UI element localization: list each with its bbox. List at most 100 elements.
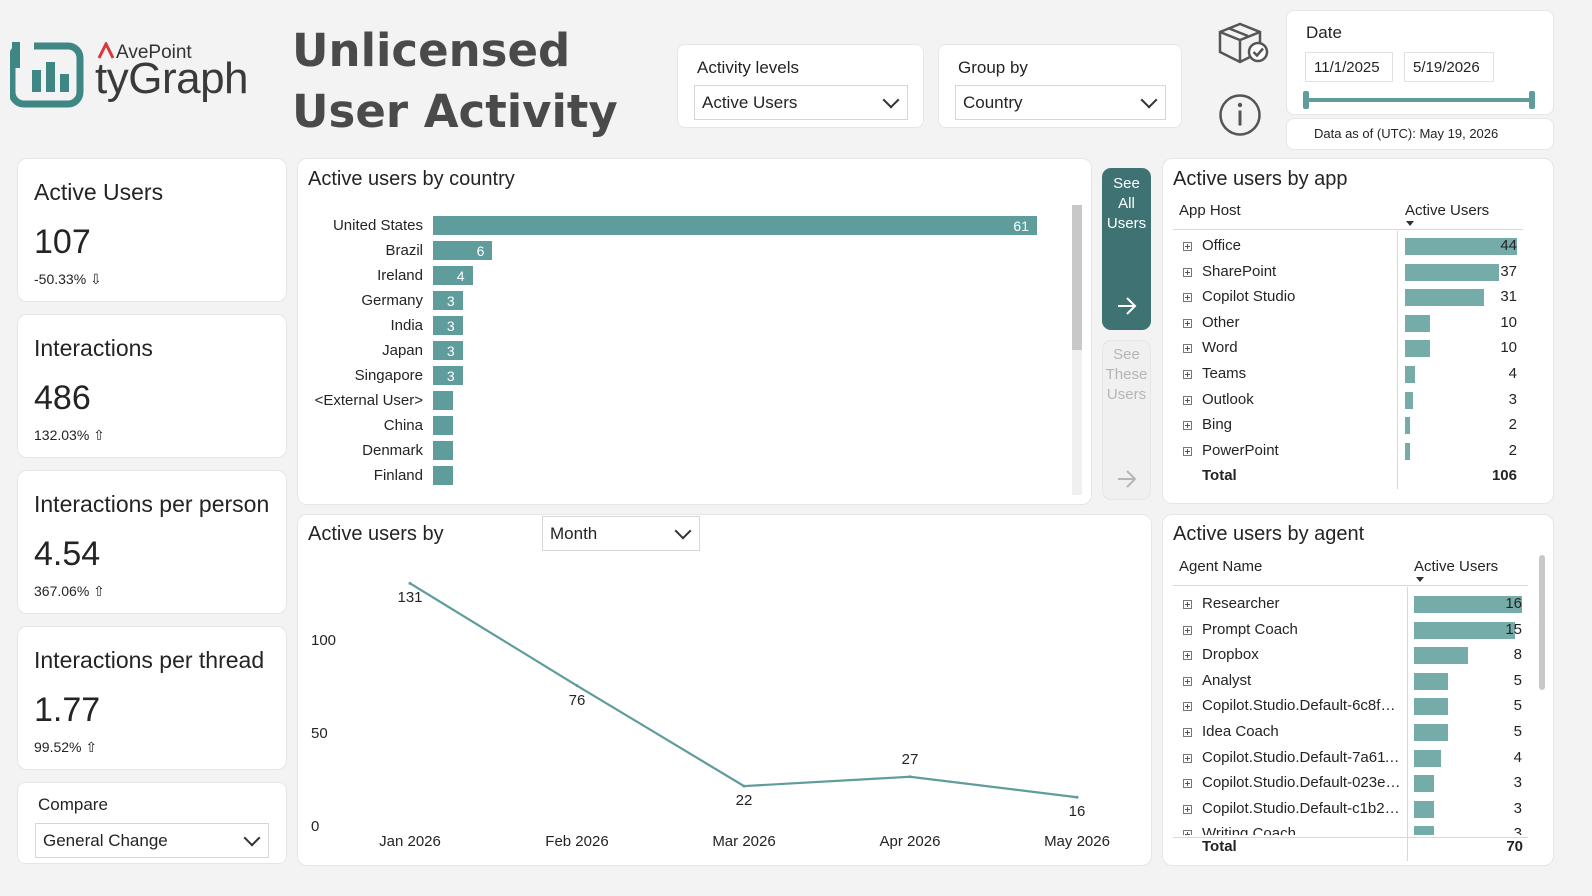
granularity-dropdown[interactable]: Month [542, 516, 700, 551]
agent-active-users-header[interactable]: Active Users [1414, 558, 1499, 575]
table-row-bar[interactable] [1414, 749, 1441, 767]
table-row-bar[interactable] [1405, 314, 1431, 332]
table-row-bar[interactable] [1405, 442, 1411, 460]
date-range-track [1305, 98, 1533, 102]
table-row-bar[interactable] [1414, 647, 1468, 665]
y-tick-label: 0 [311, 818, 320, 835]
bar-label: India [390, 317, 423, 334]
expand-icon[interactable] [1183, 446, 1192, 456]
expand-icon[interactable] [1183, 676, 1192, 686]
expand-icon[interactable] [1183, 421, 1192, 431]
table-row-bar[interactable] [1414, 826, 1435, 835]
see-all-users-label: See All Users [1106, 175, 1147, 232]
kpi-value: 4.54 [34, 535, 101, 573]
tygraph-logo-icon [10, 40, 84, 108]
table-row-bar[interactable] [1405, 289, 1484, 307]
table-row-bar[interactable] [1414, 672, 1448, 690]
bar[interactable] [433, 341, 463, 360]
expand-icon[interactable] [1183, 242, 1192, 251]
scrollbar-thumb[interactable] [1539, 555, 1545, 690]
expand-icon[interactable] [1183, 651, 1192, 661]
app-host-header[interactable]: App Host [1179, 202, 1241, 219]
see-these-users-button[interactable]: See These Users [1102, 340, 1151, 500]
table-row-bar[interactable] [1405, 417, 1411, 435]
expand-icon[interactable] [1183, 318, 1192, 328]
activity-levels-dropdown[interactable]: Active Users [694, 85, 908, 120]
data-point[interactable] [408, 581, 412, 585]
table-row-value: 44 [1500, 237, 1517, 254]
data-point[interactable] [742, 784, 746, 788]
table-row-bar[interactable] [1405, 391, 1413, 409]
group-by-slicer: Group by Country [938, 44, 1182, 128]
table-row-bar[interactable] [1405, 263, 1500, 281]
bar-value-label: 6 [476, 243, 485, 259]
bar-value-label: 3 [446, 343, 455, 359]
table-row-value: 4 [1508, 365, 1517, 382]
data-point[interactable] [1075, 795, 1079, 799]
activity-levels-slicer: Activity levels Active Users [677, 44, 924, 128]
expand-icon[interactable] [1183, 395, 1192, 405]
kpi-interactions-per-person: Interactions per person 4.54 367.06% ⇧ [17, 470, 287, 614]
bar[interactable] [433, 216, 1037, 235]
table-row-value: 10 [1500, 313, 1517, 331]
date-range-handle-end[interactable] [1529, 91, 1535, 109]
bar[interactable] [433, 316, 463, 335]
expand-icon[interactable] [1183, 804, 1192, 814]
expand-icon[interactable] [1183, 753, 1192, 763]
table-row-value: 3 [1513, 799, 1522, 817]
bar[interactable] [433, 266, 473, 285]
bar[interactable] [433, 416, 453, 435]
bar[interactable] [433, 291, 463, 310]
bar-value-label: 61 [1013, 218, 1029, 234]
expand-icon[interactable] [1183, 344, 1192, 354]
expand-icon[interactable] [1183, 830, 1192, 835]
data-label: 22 [735, 792, 753, 810]
table-row-bar[interactable] [1414, 698, 1448, 716]
bar[interactable] [433, 366, 463, 385]
scrollbar-thumb[interactable] [1072, 205, 1082, 350]
x-tick-label: Mar 2026 [712, 833, 776, 850]
expand-icon[interactable] [1183, 370, 1192, 379]
info-icon[interactable] [1217, 92, 1263, 138]
agent-name-header[interactable]: Agent Name [1179, 558, 1263, 575]
table-row-bar[interactable] [1414, 596, 1522, 613]
table-row-bar[interactable] [1414, 775, 1435, 793]
bar-value-label: 3 [446, 368, 455, 384]
bar-label: China [383, 417, 423, 434]
date-start-input[interactable]: 11/1/2025 [1305, 52, 1393, 82]
group-by-dropdown[interactable]: Country [955, 85, 1166, 120]
kpi-title: Active Users [34, 179, 164, 205]
package-check-icon[interactable] [1214, 18, 1270, 68]
table-row-bar[interactable] [1414, 724, 1448, 741]
table-row-bar[interactable] [1405, 238, 1517, 255]
series-line[interactable] [409, 582, 1078, 799]
table-row-bar[interactable] [1405, 340, 1431, 358]
bar[interactable] [433, 241, 493, 260]
table-row-bar[interactable] [1405, 366, 1416, 383]
total-divider [1173, 837, 1528, 838]
compare-dropdown[interactable]: General Change [35, 823, 269, 858]
bar[interactable] [433, 466, 453, 485]
column-divider [1397, 231, 1398, 489]
bar[interactable] [433, 391, 453, 410]
bar[interactable] [433, 441, 453, 460]
expand-icon[interactable] [1183, 293, 1192, 303]
date-slicer: Date 11/1/2025 5/19/2026 [1286, 10, 1554, 115]
data-point[interactable] [908, 775, 912, 779]
activity-levels-label: Activity levels [697, 58, 800, 77]
table-row-bar[interactable] [1414, 621, 1516, 639]
date-end-input[interactable]: 5/19/2026 [1404, 52, 1494, 82]
expand-icon[interactable] [1183, 702, 1192, 712]
expand-icon[interactable] [1183, 728, 1192, 737]
expand-icon[interactable] [1183, 267, 1192, 277]
table-row-name: Analyst [1202, 671, 1252, 689]
expand-icon[interactable] [1183, 600, 1192, 609]
date-range-handle-start[interactable] [1303, 91, 1309, 109]
table-row-bar[interactable] [1414, 800, 1435, 818]
expand-icon[interactable] [1183, 625, 1192, 635]
app-active-users-header[interactable]: Active Users [1405, 202, 1490, 219]
data-point[interactable] [575, 684, 579, 688]
see-all-users-button[interactable]: See All Users [1102, 168, 1151, 330]
scrollbar-track[interactable] [1072, 205, 1082, 495]
expand-icon[interactable] [1183, 779, 1192, 789]
